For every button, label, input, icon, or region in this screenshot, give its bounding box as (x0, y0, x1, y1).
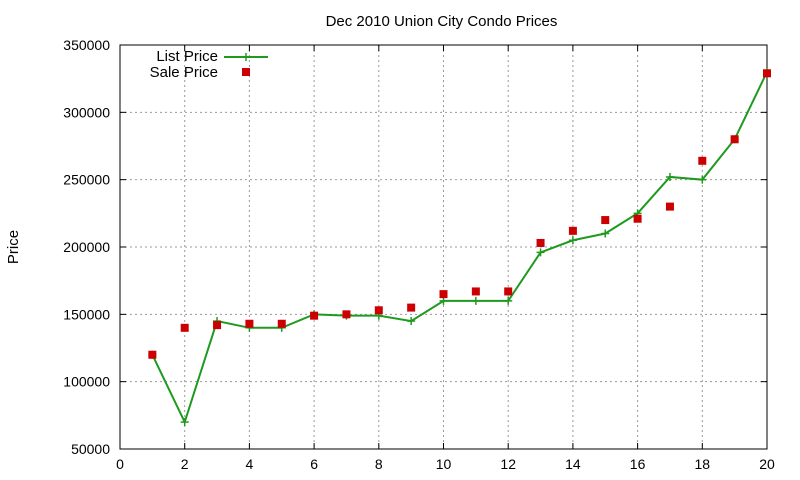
list-price-point (504, 296, 513, 305)
series-sale-price (148, 69, 771, 359)
legend-marker-sale-price (242, 68, 250, 76)
list-price-point (471, 296, 480, 305)
y-tick-label: 100000 (63, 374, 110, 390)
sale-price-point (342, 310, 351, 319)
sale-price-point (730, 135, 739, 144)
list-price-point (407, 317, 416, 326)
y-tick-label: 350000 (63, 37, 110, 53)
x-tick-label: 8 (375, 456, 383, 472)
x-tick-label: 18 (695, 456, 711, 472)
list-price-line (151, 71, 768, 425)
x-tick-label: 20 (759, 456, 775, 472)
sale-price-point (148, 350, 157, 359)
x-tick-label: 14 (565, 456, 581, 472)
x-tick-label: 6 (310, 456, 318, 472)
sale-price-point (180, 323, 189, 332)
sale-price-point (536, 238, 545, 247)
y-tick-label: 250000 (63, 172, 110, 188)
sale-price-point (213, 321, 222, 330)
x-tick-labels: 0 2 4 6 8 10 12 14 16 18 20 (116, 456, 775, 472)
y-tick-label: 150000 (63, 306, 110, 322)
x-tick-label: 10 (436, 456, 452, 472)
chart-title: Dec 2010 Union City Condo Prices (326, 13, 558, 30)
legend-swatches (224, 53, 268, 76)
y-tick-label: 50000 (71, 441, 110, 457)
ticks-layer (119, 44, 768, 450)
sale-price-point (374, 306, 383, 315)
series-layer (148, 67, 771, 427)
x-tick-label: 2 (181, 456, 189, 472)
sale-price-point (601, 216, 610, 225)
list-price-point (536, 248, 545, 257)
legend: List Price Sale Price (150, 48, 268, 81)
sale-price-point (504, 287, 513, 296)
sale-price-point (763, 69, 771, 78)
legend-marker-list-price (242, 53, 250, 61)
sale-price-point (568, 226, 577, 235)
sale-price-point (439, 290, 448, 299)
sale-price-point (310, 311, 319, 320)
x-tick-label: 16 (630, 456, 646, 472)
x-tick-label: 4 (246, 456, 254, 472)
list-price-point (439, 296, 448, 305)
y-tick-label: 200000 (63, 239, 110, 255)
list-price-point (698, 175, 707, 184)
sale-price-point (245, 319, 254, 328)
y-tick-label: 300000 (63, 104, 110, 120)
grid-layer (120, 45, 767, 449)
list-price-point (601, 229, 610, 238)
sale-price-point (698, 156, 707, 165)
y-tick-labels: 50000 100000 150000 200000 250000 300000 35000… (63, 37, 110, 457)
legend-label-sale-price: Sale Price (150, 64, 218, 81)
y-axis-label: Price (5, 230, 22, 264)
sale-price-point (633, 214, 642, 223)
list-price-point (665, 172, 674, 181)
legend-label-list-price: List Price (156, 48, 218, 65)
sale-price-point (665, 202, 674, 211)
list-price-point (180, 418, 189, 427)
sale-price-point (277, 319, 286, 328)
x-tick-label: 0 (116, 456, 124, 472)
sale-price-point (471, 287, 480, 296)
x-tick-label: 12 (500, 456, 516, 472)
list-price-point (568, 236, 577, 245)
sale-price-point (407, 303, 416, 312)
